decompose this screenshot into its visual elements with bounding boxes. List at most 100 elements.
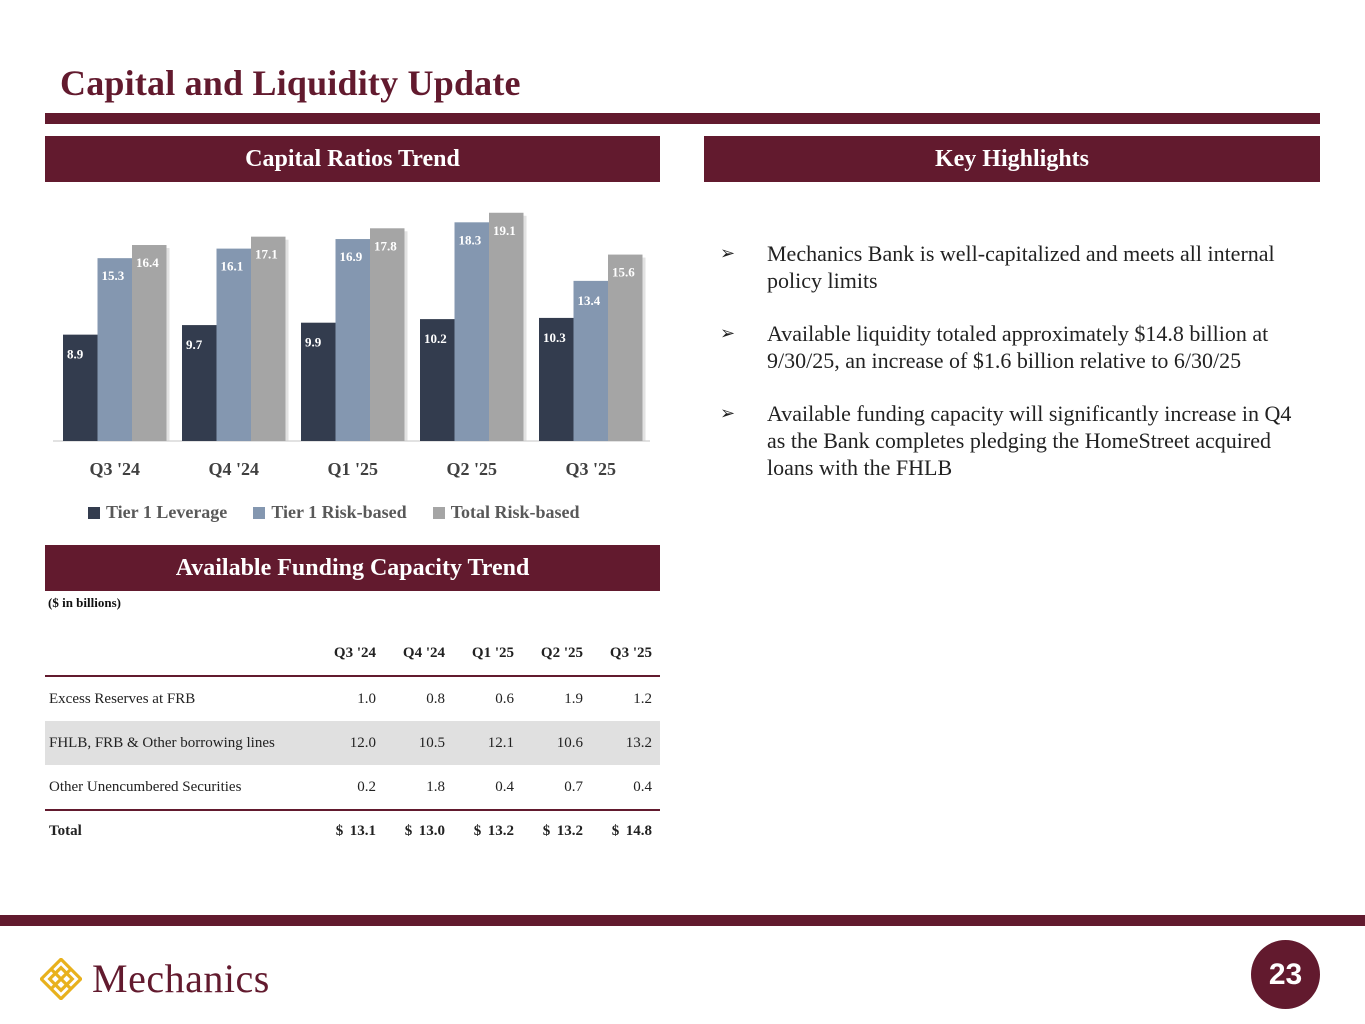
- column-header: Q2 '25: [540, 645, 583, 661]
- column-header: Q4 '24: [402, 645, 445, 661]
- capital-ratios-chart: 8.9 15.3 16.4 Q3 '24 9.7 16.1 17.1 Q4 '24 9.9 16.…: [53, 212, 650, 479]
- units-note: ($ in billions): [48, 595, 121, 610]
- table-cell: 0.2: [357, 778, 376, 795]
- total-value: 13.1: [349, 823, 376, 839]
- legend-item-tier1-leverage: Tier 1 Leverage: [88, 502, 227, 523]
- bar-total-risk-based: [489, 212, 524, 441]
- total-cell: $13.0: [384, 810, 453, 867]
- table-cell: 0.8: [426, 690, 445, 707]
- page-title: Capital and Liquidity Update: [60, 63, 521, 103]
- legend-label: Tier 1 Risk-based: [271, 502, 407, 522]
- x-tick-label: Q3 '24: [89, 459, 140, 479]
- legend-swatch-tier1-leverage: [88, 506, 100, 519]
- x-tick-label: Q2 '25: [446, 459, 497, 479]
- highlight-item: ➢ Available liquidity totaled approximat…: [720, 320, 1310, 374]
- total-row: Total $13.1 $13.0 $13.2 $13.2 $14.8: [45, 810, 660, 867]
- column-header: Q3 '25: [609, 645, 652, 661]
- bar-tier1-leverage: [182, 325, 217, 441]
- data-label: 15.6: [612, 265, 635, 280]
- total-value: 14.8: [625, 823, 652, 839]
- data-label: 13.4: [578, 293, 601, 308]
- table-cell: 10.6: [522, 721, 591, 765]
- currency-symbol: $: [542, 823, 551, 839]
- table-row: FHLB, FRB & Other borrowing lines 12.0 1…: [45, 721, 660, 765]
- bar-total-risk-based: [132, 245, 167, 441]
- total-value: 13.2: [487, 823, 514, 839]
- bar-tier1-risk-based: [573, 280, 608, 441]
- table-cell: 0.4: [495, 778, 514, 795]
- table-cell: 1.0: [357, 690, 376, 707]
- column-header: Q1 '25: [471, 645, 514, 661]
- currency-symbol: $: [473, 823, 482, 839]
- data-label: 8.9: [67, 347, 84, 362]
- bar-tier1-risk-based: [335, 239, 370, 441]
- data-label: 17.8: [374, 238, 397, 253]
- total-value: 13.0: [418, 823, 445, 839]
- bar-tier1-leverage: [63, 334, 98, 441]
- bullet-arrow-icon: ➢: [720, 403, 736, 423]
- data-label: 9.9: [305, 335, 322, 350]
- data-label: 16.1: [221, 259, 244, 274]
- total-cell: $13.1: [315, 810, 384, 867]
- legend-item-tier1-risk-based: Tier 1 Risk-based: [253, 502, 407, 523]
- total-cell: $13.2: [522, 810, 591, 867]
- table-cell: 1.9: [564, 690, 583, 707]
- highlight-text: Available funding capacity will signific…: [767, 401, 1292, 480]
- funding-capacity-header: Available Funding Capacity Trend: [45, 545, 660, 591]
- total-value: 13.2: [556, 823, 583, 839]
- table-cell: 12.1: [453, 721, 522, 765]
- bar-total-risk-based: [251, 236, 286, 441]
- legend-label: Total Risk-based: [450, 502, 580, 522]
- bar-total-risk-based: [608, 254, 643, 441]
- row-label: FHLB, FRB & Other borrowing lines: [45, 721, 315, 765]
- data-label: 10.2: [424, 331, 447, 346]
- bar-tier1-leverage: [420, 319, 455, 441]
- bar-tier1-leverage: [301, 322, 336, 441]
- bar-tier1-risk-based: [216, 248, 251, 441]
- table-cell: 1.2: [633, 690, 652, 707]
- bar-tier1-leverage: [539, 317, 574, 441]
- table-header-blank: [45, 632, 315, 676]
- data-label: 16.4: [136, 255, 159, 270]
- column-header: Q3 '24: [333, 645, 376, 661]
- currency-symbol: $: [404, 823, 413, 839]
- bullet-arrow-icon: ➢: [720, 243, 736, 263]
- mechanics-logo-mark-icon: [40, 957, 82, 1000]
- highlight-text: Mechanics Bank is well-capitalized and m…: [767, 241, 1275, 293]
- currency-symbol: $: [611, 823, 620, 839]
- table-cell: 1.8: [426, 778, 445, 795]
- footer-divider: [0, 915, 1365, 926]
- data-label: 19.1: [493, 223, 516, 238]
- data-label: 9.7: [186, 337, 203, 352]
- capital-ratios-header: Capital Ratios Trend: [45, 136, 660, 182]
- x-tick-label: Q4 '24: [208, 459, 259, 479]
- currency-symbol: $: [335, 823, 344, 839]
- x-tick-label: Q3 '25: [565, 459, 616, 479]
- bar-total-risk-based: [370, 228, 405, 441]
- mechanics-logo: Mechanics: [40, 955, 270, 1002]
- highlight-text: Available liquidity totaled approximatel…: [767, 321, 1269, 373]
- legend-item-total-risk-based: Total Risk-based: [432, 502, 580, 523]
- x-tick-label: Q1 '25: [327, 459, 378, 479]
- data-label: 16.9: [340, 249, 363, 264]
- data-label: 18.3: [459, 232, 482, 247]
- row-label: Excess Reserves at FRB: [49, 690, 196, 707]
- page-number-badge: 23: [1251, 940, 1320, 1009]
- total-cell: $14.8: [591, 810, 660, 867]
- legend-swatch-tier1-risk-based: [253, 506, 266, 519]
- data-label: 17.1: [255, 247, 278, 262]
- key-highlights-header: Key Highlights: [704, 136, 1320, 182]
- bar-tier1-risk-based: [454, 222, 489, 441]
- legend-swatch-total-risk-based: [432, 506, 445, 519]
- table-row: Excess Reserves at FRB 1.0 0.8 0.6 1.9 1…: [45, 676, 660, 721]
- highlight-item: ➢ Mechanics Bank is well-capitalized and…: [720, 240, 1310, 294]
- total-label: Total: [49, 823, 82, 839]
- table-header-row: Q3 '24 Q4 '24 Q1 '25 Q2 '25 Q3 '25: [45, 632, 660, 676]
- bar-tier1-risk-based: [97, 258, 132, 441]
- data-label: 10.3: [543, 330, 566, 345]
- table-cell: 13.2: [591, 721, 660, 765]
- legend-label: Tier 1 Leverage: [106, 502, 228, 522]
- highlights-list: ➢ Mechanics Bank is well-capitalized and…: [720, 240, 1310, 507]
- table-cell: 0.7: [564, 778, 583, 795]
- table-row: Other Unencumbered Securities 0.2 1.8 0.…: [45, 765, 660, 810]
